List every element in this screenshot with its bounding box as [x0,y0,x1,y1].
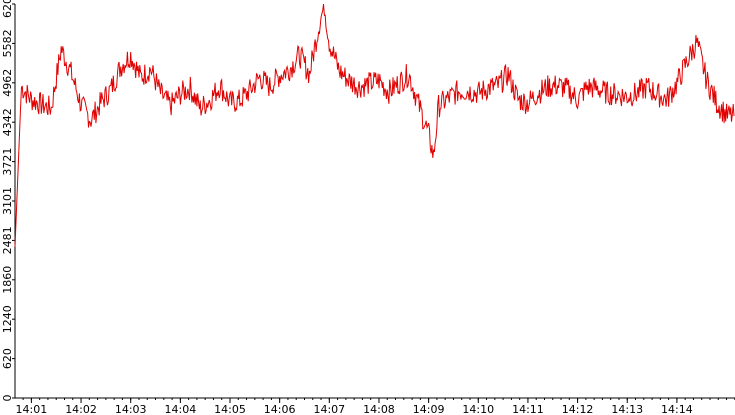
y-axis: 0 620 1240 1860 2481 3101 3721 4342 4962 5582 6203 [1,0,16,402]
x-tick-label: 14:12 [562,403,594,415]
x-tick-label: 14:06 [264,403,296,415]
y-tick-label: 1240 [1,305,14,333]
x-tick-label: 14:09 [413,403,445,415]
series-line [14,3,735,247]
y-tick-label: 4342 [1,108,14,136]
y-tick-label: 2481 [1,226,14,254]
x-tick-label: 14:07 [313,403,345,415]
x-tick-label: 14:01 [16,403,48,415]
y-tick-label: 5582 [1,29,14,57]
y-tick-label: 3721 [1,148,14,176]
x-tick-label: 14:14 [661,403,693,415]
x-tick-label: 14:04 [165,403,197,415]
x-tick-label: 14:02 [65,403,97,415]
y-tick-label: 3101 [1,187,14,215]
y-tick-label: 620 [1,348,14,369]
x-axis: 14:01 14:02 14:03 14:04 14:05 14:06 14:07 14:08… [15,397,735,415]
x-tick-label: 14:13 [611,403,643,415]
x-tick-label: 14:03 [115,403,147,415]
x-tick-label: 14:05 [214,403,246,415]
x-tick-label: 14:08 [363,403,395,415]
y-tick-label: 6203 [1,0,14,18]
y-tick-label: 0 [1,395,14,402]
x-tick-label: 14:10 [462,403,494,415]
x-tick-label: 14:11 [512,403,544,415]
series-layer [14,3,735,247]
y-tick-label: 4962 [1,69,14,97]
y-tick-label: 1860 [1,266,14,294]
